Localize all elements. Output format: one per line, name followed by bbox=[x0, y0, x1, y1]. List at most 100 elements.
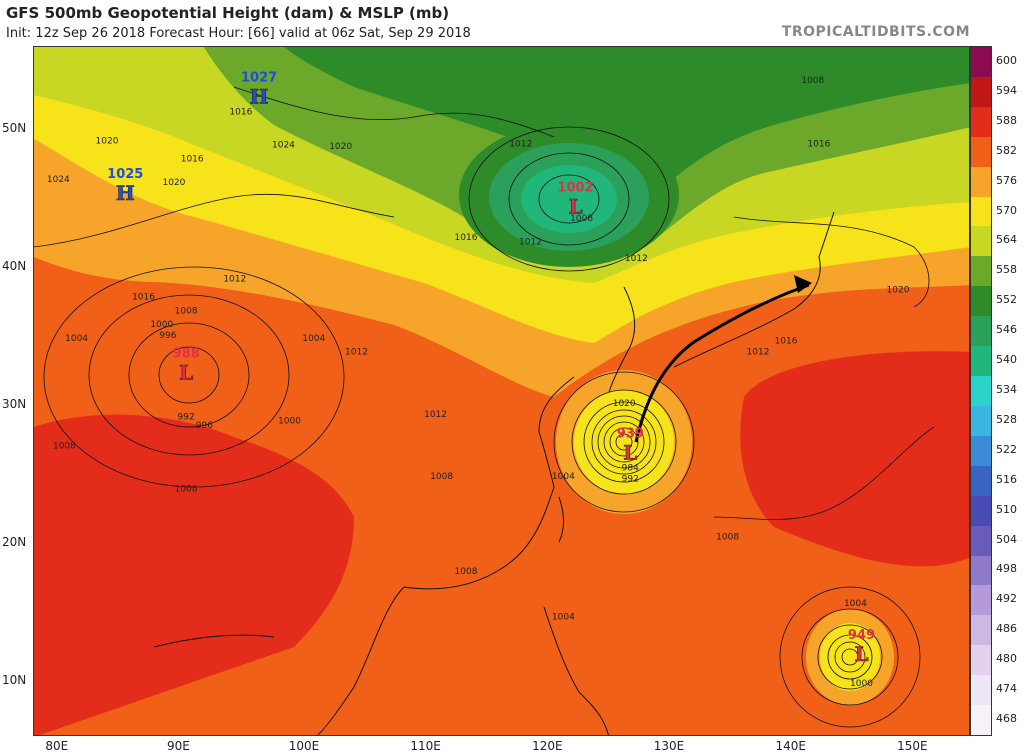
isobar bbox=[553, 371, 695, 513]
isobar-label: 1012 bbox=[424, 410, 447, 420]
system-pressure-label: 1025 bbox=[107, 167, 143, 182]
colorbar-segment bbox=[971, 645, 991, 676]
low-pressure-marker: L bbox=[854, 642, 868, 666]
height-field bbox=[34, 47, 969, 735]
colorbar-level-label: 474 bbox=[996, 682, 1017, 696]
latitude-label: 10N bbox=[2, 672, 27, 687]
isobar bbox=[827, 634, 873, 680]
colorbar-segment bbox=[971, 166, 991, 197]
colorbar-level-label: 516 bbox=[996, 472, 1017, 486]
system-pressure-label: 939 bbox=[617, 426, 644, 441]
chart-subtitle: Init: 12z Sep 26 2018 Forecast Hour: [66… bbox=[6, 26, 471, 41]
isobar-labels: 1016 1020 1016 1024 1020 1024 1020 1012 1008 1016… bbox=[47, 76, 910, 689]
colorbar-level-label: 576 bbox=[996, 173, 1017, 187]
isobar bbox=[158, 346, 220, 404]
colorbar-segment bbox=[971, 435, 991, 466]
philippines-coast bbox=[543, 606, 609, 735]
low-pressure-marker: L bbox=[179, 360, 193, 384]
isobar bbox=[508, 152, 630, 246]
isobar-label: 1004 bbox=[552, 613, 575, 623]
high-pressure-marker: H bbox=[116, 181, 135, 205]
isobar bbox=[88, 294, 290, 456]
latitude-label: 20N bbox=[2, 534, 27, 549]
colorbar-segment bbox=[971, 106, 991, 137]
colorbar-level-label: 510 bbox=[996, 502, 1017, 516]
isobar-label: 1012 bbox=[223, 275, 246, 285]
isobar-label: 1012 bbox=[345, 348, 368, 358]
colorbar-level-label: 540 bbox=[996, 353, 1017, 367]
colorbar-segment bbox=[971, 196, 991, 227]
longitude-label: 150E bbox=[897, 739, 928, 753]
isobar bbox=[128, 322, 250, 428]
colorbar-segment bbox=[971, 615, 991, 646]
map-panel: 1027 H 1025 H 1002 L 988 L 939 L 949 L 1016 1020 1016… bbox=[33, 46, 970, 736]
brand-watermark: TROPICALTIDBITS.COM bbox=[781, 24, 970, 40]
longitude-label: 140E bbox=[775, 739, 806, 753]
isobar bbox=[733, 216, 930, 308]
colorbar-level-label: 504 bbox=[996, 532, 1017, 546]
isobar bbox=[779, 586, 921, 728]
isobar-label: 996 bbox=[196, 421, 213, 431]
system-pressure-label: 1027 bbox=[241, 70, 277, 85]
low-pressure-marker: L bbox=[568, 195, 582, 219]
isobar bbox=[609, 427, 639, 457]
colorbar-segment bbox=[971, 376, 991, 407]
isobar-label: 1016 bbox=[775, 337, 798, 347]
isobar-label: 1000 bbox=[278, 417, 301, 427]
system-pressure-label: 988 bbox=[173, 346, 200, 361]
isobar-label: 1008 bbox=[570, 214, 593, 224]
colorbar-segment bbox=[971, 136, 991, 167]
colorbar-segment bbox=[971, 555, 991, 586]
isobar bbox=[34, 193, 395, 248]
low-trough-540 bbox=[521, 165, 617, 233]
isobar-label: 1008 bbox=[801, 76, 824, 86]
colorbar-segment bbox=[971, 316, 991, 347]
china-coast bbox=[316, 376, 575, 735]
longitude-label: 80E bbox=[45, 739, 69, 753]
isobar-label: 992 bbox=[178, 413, 195, 423]
colorbar-level-label: 480 bbox=[996, 652, 1017, 666]
isobar-label: 1016 bbox=[229, 108, 252, 118]
colorbar-segment bbox=[971, 705, 991, 736]
isobar bbox=[834, 641, 866, 673]
colorbar-level-label: 522 bbox=[996, 442, 1017, 456]
typhoon-trenmi-ring-570 bbox=[574, 390, 674, 494]
colorbar-level-label: 600 bbox=[996, 53, 1017, 67]
latitude-label: 30N bbox=[2, 396, 27, 411]
system-pressure-label: 1002 bbox=[557, 181, 593, 196]
colorbar-level-label: 570 bbox=[996, 203, 1017, 217]
colorbar-segment bbox=[971, 585, 991, 616]
longitude-label: 110E bbox=[410, 739, 441, 753]
isobar-label: 984 bbox=[622, 464, 639, 474]
isobar-label: 996 bbox=[159, 331, 176, 341]
isobar bbox=[817, 624, 883, 690]
colorbar-level-label: 468 bbox=[996, 712, 1017, 726]
colorbar-level-label: 594 bbox=[996, 83, 1017, 97]
colorbar-segment bbox=[971, 495, 991, 526]
low-pressure-marker: L bbox=[623, 440, 637, 464]
isobar-label: 1016 bbox=[807, 139, 830, 149]
isobar bbox=[603, 421, 645, 463]
isobar-label: 1024 bbox=[272, 141, 295, 151]
colorbar-level-label: 534 bbox=[996, 383, 1017, 396]
isobar bbox=[468, 126, 670, 272]
colorbar-level-label: 492 bbox=[996, 592, 1017, 606]
chart-title: GFS 500mb Geopotential Height (dam) & MS… bbox=[6, 4, 450, 22]
colorbar-level-label: 498 bbox=[996, 562, 1017, 576]
colorbar-level-label: 582 bbox=[996, 143, 1017, 157]
colorbar-segment bbox=[971, 256, 991, 287]
isobar bbox=[713, 426, 935, 520]
track-arrowhead bbox=[794, 275, 812, 293]
colorbar-level-label: 546 bbox=[996, 323, 1017, 337]
colorbar-level-label: 486 bbox=[996, 622, 1017, 636]
isobar bbox=[591, 409, 657, 475]
latitude-label: 40N bbox=[2, 258, 27, 273]
colorbar-level-label: 588 bbox=[996, 113, 1017, 127]
isobar-label: 1012 bbox=[747, 348, 770, 358]
isobar-label: 1020 bbox=[162, 178, 185, 188]
isobar-label: 1012 bbox=[625, 254, 648, 264]
colorbar-segment bbox=[971, 47, 991, 77]
isobars bbox=[34, 86, 935, 728]
colorbar-level-label: 552 bbox=[996, 293, 1017, 307]
